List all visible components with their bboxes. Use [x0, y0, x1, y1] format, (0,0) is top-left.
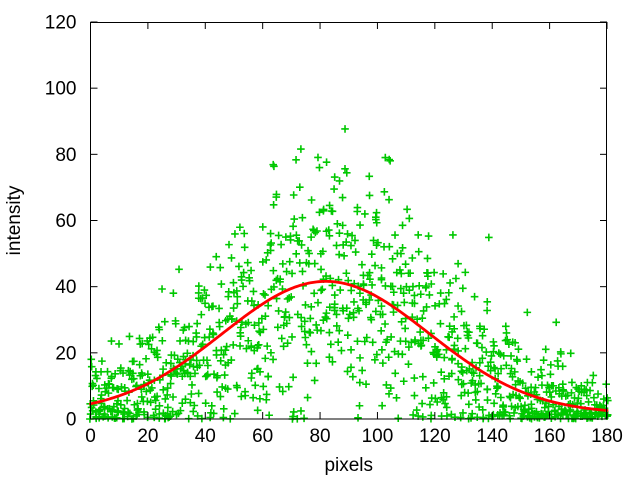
svg-text:120: 120 [419, 426, 451, 447]
svg-text:20: 20 [137, 426, 158, 447]
svg-text:120: 120 [45, 13, 77, 34]
svg-text:100: 100 [362, 426, 394, 447]
svg-text:40: 40 [55, 277, 76, 298]
svg-text:0: 0 [66, 410, 77, 431]
svg-text:100: 100 [45, 79, 77, 100]
svg-text:0: 0 [85, 426, 96, 447]
svg-text:pixels: pixels [324, 455, 373, 476]
svg-text:180: 180 [591, 426, 623, 447]
svg-text:20: 20 [55, 343, 76, 364]
svg-text:60: 60 [252, 426, 273, 447]
svg-text:140: 140 [476, 426, 508, 447]
svg-text:60: 60 [55, 211, 76, 232]
svg-text:intensity: intensity [4, 185, 25, 255]
svg-text:80: 80 [55, 145, 76, 166]
svg-text:40: 40 [195, 426, 216, 447]
svg-text:160: 160 [534, 426, 566, 447]
svg-text:80: 80 [309, 426, 330, 447]
